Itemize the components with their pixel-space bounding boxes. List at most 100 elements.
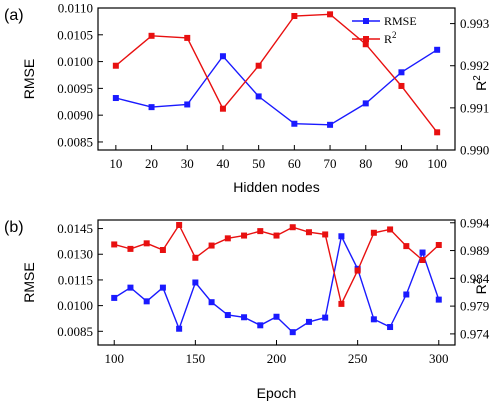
data-point [159,247,166,253]
data-point [143,240,150,247]
data-point [257,322,264,329]
data-point [419,257,426,263]
y-left-tick-label: 0.0110 [58,1,93,16]
series-line [115,49,438,126]
y-left-tick-label: 0.0085 [57,324,93,339]
y-right-tick-label: 0.974 [460,326,490,341]
x-tick-label: 150 [186,351,206,366]
data-point [224,312,231,319]
data-point [370,229,377,236]
plot-frame [97,7,456,151]
data-point [435,242,442,248]
x-tick-label: 90 [395,156,408,171]
y-left-tick-label: 0.0085 [57,134,93,149]
data-point [273,313,280,320]
data-point [305,229,312,236]
data-point [327,11,334,18]
x-tick-label: 60 [288,156,301,171]
legend-marker [363,18,369,24]
data-point [143,298,150,305]
legend-marker [363,36,369,42]
data-point [434,46,441,53]
x-axis-title: Hidden nodes [233,179,319,195]
y-left-tick-label: 0.0145 [57,221,93,236]
data-point [370,316,377,323]
y-right-tick-label: 0.993 [460,16,489,31]
x-tick-label: 20 [145,156,158,171]
data-point [403,291,410,298]
data-point [387,324,394,331]
y-left-axis-title: RMSE [21,262,37,302]
x-axis-title: Epoch [257,385,297,401]
data-point [111,241,118,248]
data-point [208,242,215,249]
data-point [322,231,329,238]
panel-label: (b) [4,219,24,236]
y-left-axis-title: RMSE [21,59,37,99]
series-line [115,13,438,133]
data-point [403,243,410,250]
data-point [273,232,280,239]
data-point [387,226,394,233]
panel-a: 10 20 30 40 50 60 70 80 90 100 0.0085 0.0090 0.0095 0… [4,1,489,196]
data-point [176,325,183,332]
data-point [208,299,215,306]
data-point [255,62,262,69]
x-tick-label: 100 [427,156,447,171]
data-point [435,296,442,303]
data-point [362,41,369,48]
data-point [398,69,405,76]
y-right-tick-label: 0.992 [460,58,489,73]
data-point [434,129,441,136]
data-point [192,279,199,286]
y-right-tick-label: 0.979 [460,299,489,314]
x-tick-label: 10 [109,156,122,171]
data-point [219,105,226,112]
data-point [192,254,199,261]
data-point [112,95,119,102]
data-point [159,284,166,291]
data-point [184,101,191,108]
y-right-tick-label: 0.994 [460,215,490,230]
x-tick-label: 30 [181,156,194,171]
data-point [148,32,155,39]
y-right-tick-label: 0.990 [460,143,489,158]
data-point [419,249,426,256]
data-point [322,314,329,321]
superscript: 2 [472,75,483,81]
data-point [219,53,226,60]
x-tick-label: 100 [104,351,124,366]
data-point [398,82,405,89]
y-right-tick-label: 0.989 [460,243,489,258]
y-left-tick-label: 0.0115 [58,272,93,287]
y-left-tick-label: 0.0105 [57,27,93,42]
data-point [338,300,345,307]
x-tick-label: 70 [324,156,337,171]
x-tick-label: 300 [429,351,449,366]
y-left-tick-label: 0.0100 [57,54,93,69]
data-point [111,294,118,301]
data-point [241,232,248,239]
x-tick-label: 40 [216,156,229,171]
data-point [354,267,361,274]
y-right-tick-label: 0.991 [460,100,489,115]
data-point [257,228,264,235]
data-point [338,233,345,240]
x-tick-label: 200 [267,351,287,366]
panel-label: (a) [4,7,24,24]
y-left-tick-label: 0.0090 [57,108,93,123]
data-point [224,235,231,242]
x-tick-label: 80 [359,156,372,171]
data-point [291,13,298,20]
y-left-tick-label: 0.0095 [57,81,93,96]
data-point [289,224,296,231]
data-point [127,245,134,252]
panel-b: 100 150 200 250 300 0.0085 0.0100 0.0115 0.0130 0… [4,215,490,401]
data-point [241,314,248,321]
x-tick-label: 50 [252,156,265,171]
data-point [127,284,134,291]
y-right-tick-label: 0.984 [460,271,490,286]
y-right-axis-title: R2 [472,75,489,91]
legend-label: RMSE [384,14,417,28]
